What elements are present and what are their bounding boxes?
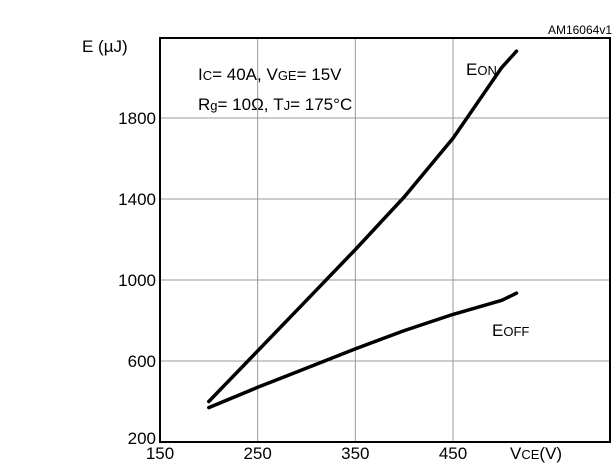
series-label-eoff: EOFF bbox=[492, 321, 529, 340]
condition-subscript: J bbox=[284, 98, 291, 113]
x-tick-label: 150 bbox=[146, 444, 174, 463]
condition-line: IC= 40A, VGE= 15V bbox=[198, 65, 342, 84]
condition-text: = 175°C bbox=[290, 95, 352, 114]
series-line-eon bbox=[207, 49, 519, 404]
plot-frame bbox=[159, 37, 611, 443]
grid bbox=[160, 38, 610, 442]
x-axis-label: VCE(V) bbox=[510, 444, 562, 463]
x-axis-label-main: V bbox=[510, 444, 522, 463]
y-axis-label: E (µJ) bbox=[82, 37, 128, 56]
condition-text: I bbox=[198, 65, 203, 84]
series-label-eon-sub: ON bbox=[477, 63, 497, 78]
figure-id: AM16064v1 bbox=[548, 23, 612, 37]
y-tick-label: 1800 bbox=[118, 109, 156, 128]
y-tick-labels: 200 600 1000 1400 1800 bbox=[118, 109, 156, 448]
x-axis-label-sub: CE bbox=[521, 447, 539, 462]
x-tick-label: 350 bbox=[341, 444, 369, 463]
y-tick-label: 1000 bbox=[118, 271, 156, 290]
x-tick-label: 450 bbox=[439, 444, 467, 463]
series-label-eon-main: E bbox=[466, 60, 477, 79]
y-tick-label: 200 bbox=[128, 429, 156, 448]
series-line-eoff bbox=[207, 291, 519, 410]
series-group bbox=[207, 49, 519, 410]
condition-text: = 40A, V bbox=[212, 65, 278, 84]
series-label-eoff-main: E bbox=[492, 321, 503, 340]
condition-text: = 15V bbox=[297, 65, 343, 84]
y-tick-label: 1400 bbox=[118, 190, 156, 209]
condition-subscript: C bbox=[203, 68, 212, 83]
series-label-eon: EON bbox=[466, 60, 497, 79]
x-axis-label-unit: (V) bbox=[539, 444, 562, 463]
condition-subscript: g bbox=[210, 98, 217, 113]
condition-text: = 10Ω, T bbox=[218, 95, 284, 114]
x-tick-label: 250 bbox=[243, 444, 271, 463]
condition-line: Rg= 10Ω, TJ= 175°C bbox=[198, 95, 352, 114]
series-label-eoff-sub: OFF bbox=[503, 324, 529, 339]
y-tick-label: 600 bbox=[128, 352, 156, 371]
condition-text: R bbox=[198, 95, 210, 114]
condition-subscript: GE bbox=[278, 68, 297, 83]
x-tick-labels: 150 250 350 450 bbox=[146, 444, 467, 463]
test-conditions: IC= 40A, VGE= 15V Rg= 10Ω, TJ= 175°C bbox=[198, 65, 352, 114]
